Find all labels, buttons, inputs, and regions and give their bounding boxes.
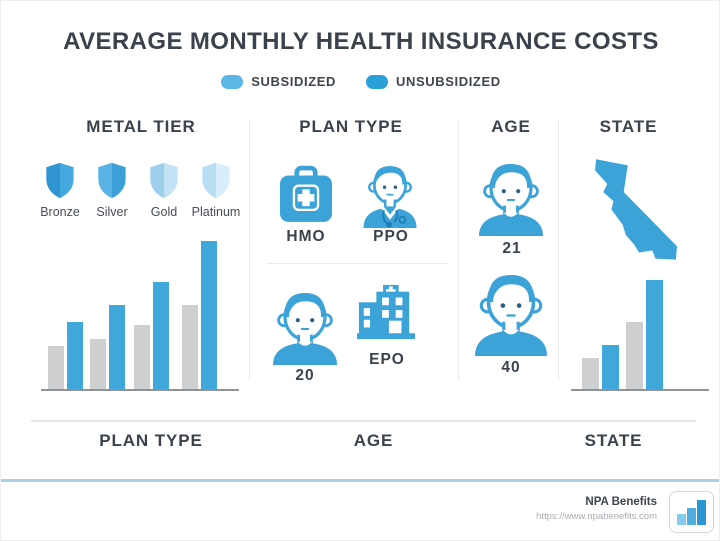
tier-label: Bronze [40,205,80,219]
metal-tier-bronze: Bronze [35,161,85,219]
shield-icon [46,162,74,199]
legend-label-unsubsidized: UNSUBSIDIZED [396,74,501,89]
metal-tier-silver: Silver [87,161,137,219]
bar-subsidized-bronze [48,346,64,389]
ppo-label: PPO [373,228,409,245]
footer-separator-line [1,479,719,482]
divider-vertical-1 [249,119,250,381]
shield-icon [98,162,126,199]
header-metal-tier: METAL TIER [86,117,196,136]
metal-tier-bar-chart [41,239,239,391]
tier-label: Platinum [191,205,241,219]
medical-bag-icon [280,165,332,225]
divider-plan-type-rows [266,263,449,264]
legend-label-subsidized: SUBSIDIZED [251,74,336,89]
page-title: AVERAGE MONTHLY HEALTH INSURANCE COSTS [63,28,659,55]
bar-subsidized-group-2 [626,322,643,389]
header-state: STATE [599,117,658,136]
chart-baseline [571,389,709,391]
chart-baseline [41,389,239,391]
shield-icon [202,162,230,199]
logo-bar-2 [687,508,696,525]
person-icon [473,156,549,236]
divider-vertical-2 [458,119,459,381]
age-20-label: 20 [295,367,315,384]
bar-unsubsidized-bronze [67,322,83,389]
footer-brand: NPA Benefits [585,496,657,508]
bar-unsubsidized-group-2 [646,280,663,389]
state-bar-chart [571,278,709,391]
bottom-label-age: AGE [353,431,394,450]
person-icon [268,285,342,365]
tier-label: Silver [96,205,128,219]
footer-url[interactable]: https://www.npabenefits.com [536,511,657,522]
bar-unsubsidized-group-1 [602,345,619,389]
header-plan-type: PLAN TYPE [299,117,403,136]
logo-bar-1 [677,514,686,525]
bar-chart-logo-icon [669,491,714,533]
bar-subsidized-gold [134,325,150,389]
bar-unsubsidized-silver [109,305,125,389]
footer-text: NPA Benefits https://www.npabenefits.com [377,496,657,522]
legend-item-subsidized: SUBSIDIZED [221,74,336,89]
bar-unsubsidized-gold [153,282,169,389]
bottom-label-state: STATE [584,431,643,450]
hospital-building-icon [357,284,415,340]
bar-subsidized-group-1 [582,358,599,389]
divider-bottom [31,420,696,422]
person-icon [470,266,552,356]
unsubsidized-dot-icon [366,74,388,89]
age-40-label: 40 [501,359,521,376]
age-21-label: 21 [502,240,522,257]
doctor-icon [356,160,424,228]
tier-label: Gold [150,205,178,219]
california-map-icon [593,158,679,265]
legend: SUBSIDIZED UNSUBSIDIZED [1,74,719,89]
epo-label: EPO [369,351,405,368]
logo-bar-3 [697,500,706,525]
metal-tier-gold: Gold [139,161,189,219]
bar-subsidized-silver [90,339,106,389]
bar-subsidized-platinum [182,305,198,389]
bottom-label-plan-type: PLAN TYPE [99,431,203,450]
metal-tier-platinum: Platinum [191,161,241,219]
metal-tier-shields: Bronze Silver Gold Platinum [35,161,241,219]
bar-unsubsidized-platinum [201,241,217,389]
shield-icon [150,162,178,199]
divider-vertical-3 [558,119,559,381]
legend-item-unsubsidized: UNSUBSIDIZED [366,74,501,89]
header-age: AGE [491,117,531,136]
subsidized-dot-icon [221,74,244,89]
hmo-label: HMO [286,228,326,245]
